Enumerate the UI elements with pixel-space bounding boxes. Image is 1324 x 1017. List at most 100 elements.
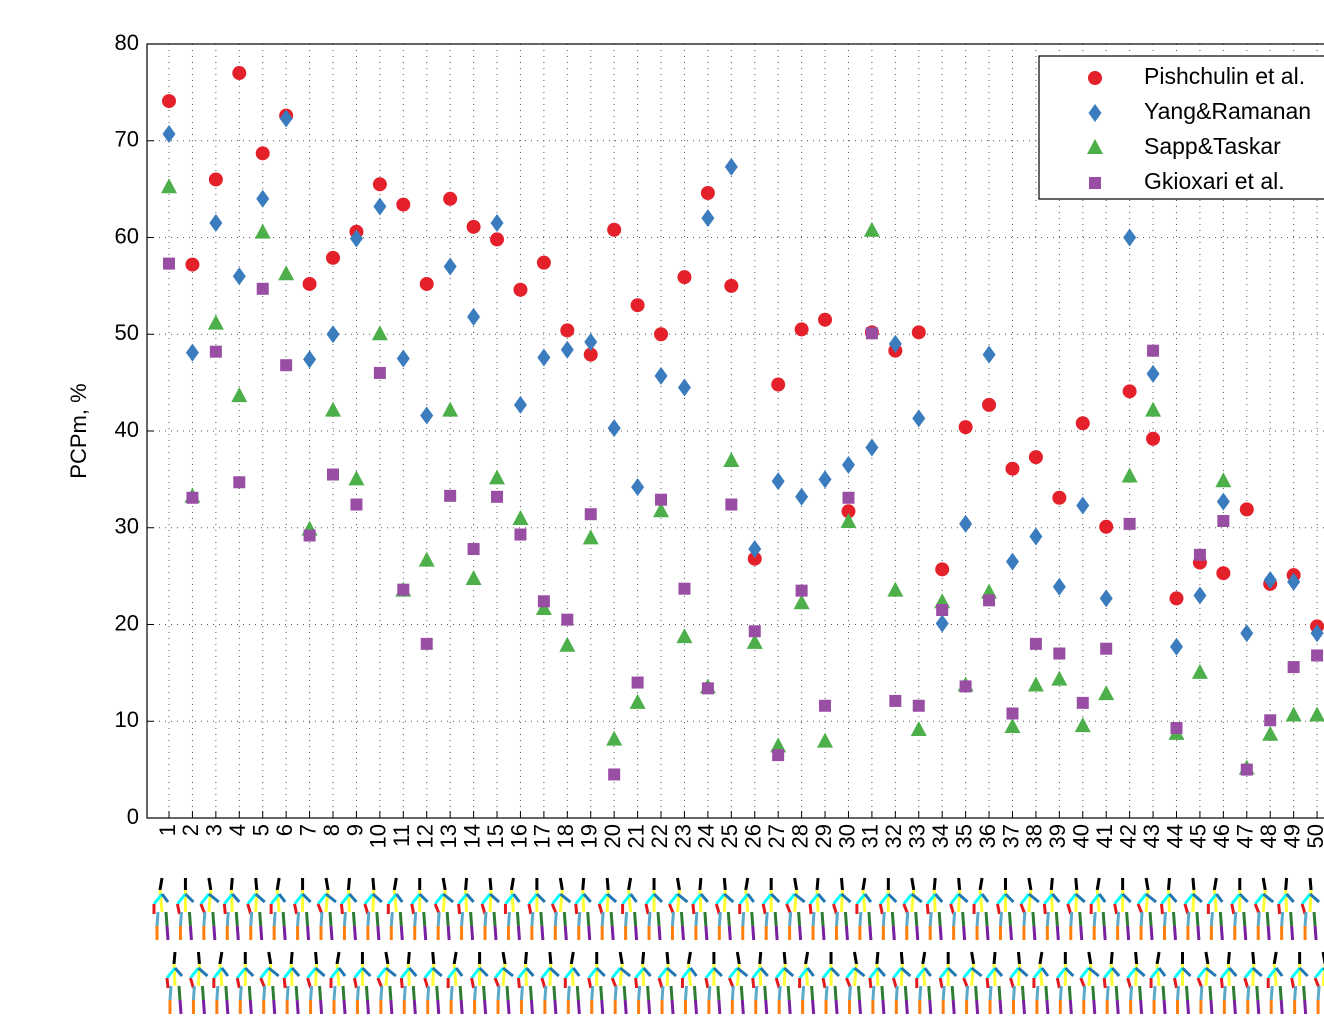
pose-limb [1162,911,1167,927]
pose-limb [587,925,592,941]
pose-limb [703,911,708,927]
pose-limb [808,903,813,915]
pose-limb [1004,892,1015,904]
pose-limb [212,967,224,979]
pose-limb [735,951,741,965]
pose-limb [605,877,610,891]
pose-limb [1044,985,1049,1001]
point [561,613,574,626]
pose-limb [722,877,727,891]
x-tick-label: 28 [787,824,812,848]
pose-limb [225,911,230,927]
point [186,491,199,504]
pose-limb [692,985,697,1001]
pose-limb [218,963,224,987]
pose-limb [881,999,886,1015]
pose-limb [1284,877,1289,891]
point [1027,676,1044,692]
pose-limb [506,999,511,1015]
y-axis-label: PCPm, % [66,383,91,478]
pose-limb [529,999,534,1015]
pose-limb [1243,925,1248,941]
pose-limb [657,967,669,979]
pose-limb [482,985,487,1001]
pose-limb [1125,911,1130,927]
point [1287,572,1301,591]
pose-limb [808,893,820,905]
point [1146,431,1161,446]
x-tick-label: 8 [319,824,344,836]
pose-limb [388,985,393,1001]
x-tick-label: 31 [858,824,883,848]
y-tick-label: 40 [115,417,139,442]
pose-limb [644,893,656,905]
point [678,582,691,595]
pose-limb [988,985,993,1001]
pose-limb [449,985,454,1001]
pose-limb [1230,893,1241,905]
x-tick-label: 23 [670,824,695,848]
pose-limb [496,985,501,1001]
pose-limb [387,893,398,905]
pose-limb [574,903,579,915]
pose-limb [516,977,521,989]
pose-limb [856,985,861,1001]
pose-limb [1109,951,1114,965]
point [444,489,457,502]
pose-limb [1278,985,1283,1001]
pose-limb [399,925,404,941]
point [1121,467,1138,483]
pose-limb [804,951,810,965]
point [1089,177,1101,189]
pose-limb [1144,877,1150,891]
x-tick-label: 45 [1186,824,1211,848]
pose-limb [879,893,890,905]
pose-limb [296,911,301,927]
pose-limb [408,967,418,977]
pose-limb [576,999,581,1015]
pose-limb [951,999,956,1015]
pose-limb [285,985,290,1001]
pose-limb [371,877,376,891]
pose-limb [903,985,908,1001]
point [887,581,904,597]
pose-limb [1049,889,1054,913]
point [793,594,810,610]
pose-limb [1087,966,1100,978]
point [1240,763,1253,776]
point [1239,502,1254,517]
pose-limb [406,963,411,987]
pose-limb [247,985,252,1001]
x-tick-label: 26 [741,824,766,848]
pose-limb [465,893,475,903]
pose-limb [641,951,646,965]
pose-limb [519,985,524,1001]
point [1287,661,1300,674]
point [185,257,200,272]
pose-limb [1218,911,1223,927]
pose-limb [868,925,873,941]
point [1088,71,1102,85]
pose-limb [820,911,825,927]
pose-limb [523,963,528,987]
pose-limb [569,963,575,987]
pose-limb [1068,999,1073,1015]
point [607,419,621,438]
pose-limb [318,985,323,1001]
point [373,366,386,379]
pose-limb [1032,925,1037,941]
pose-limb [798,925,803,941]
pose-limb [634,977,639,989]
pose-limb [1256,999,1261,1015]
pose-limb [758,951,763,965]
pose-limb [164,911,169,927]
x-tick-label: 27 [764,824,789,848]
pose-limb [840,892,852,904]
pose-limb [353,967,364,979]
pose-limb [1316,985,1321,1001]
point [489,469,506,485]
point [467,543,480,556]
point [513,395,527,414]
pose-limb [528,985,533,1001]
pose-limb [384,966,397,978]
